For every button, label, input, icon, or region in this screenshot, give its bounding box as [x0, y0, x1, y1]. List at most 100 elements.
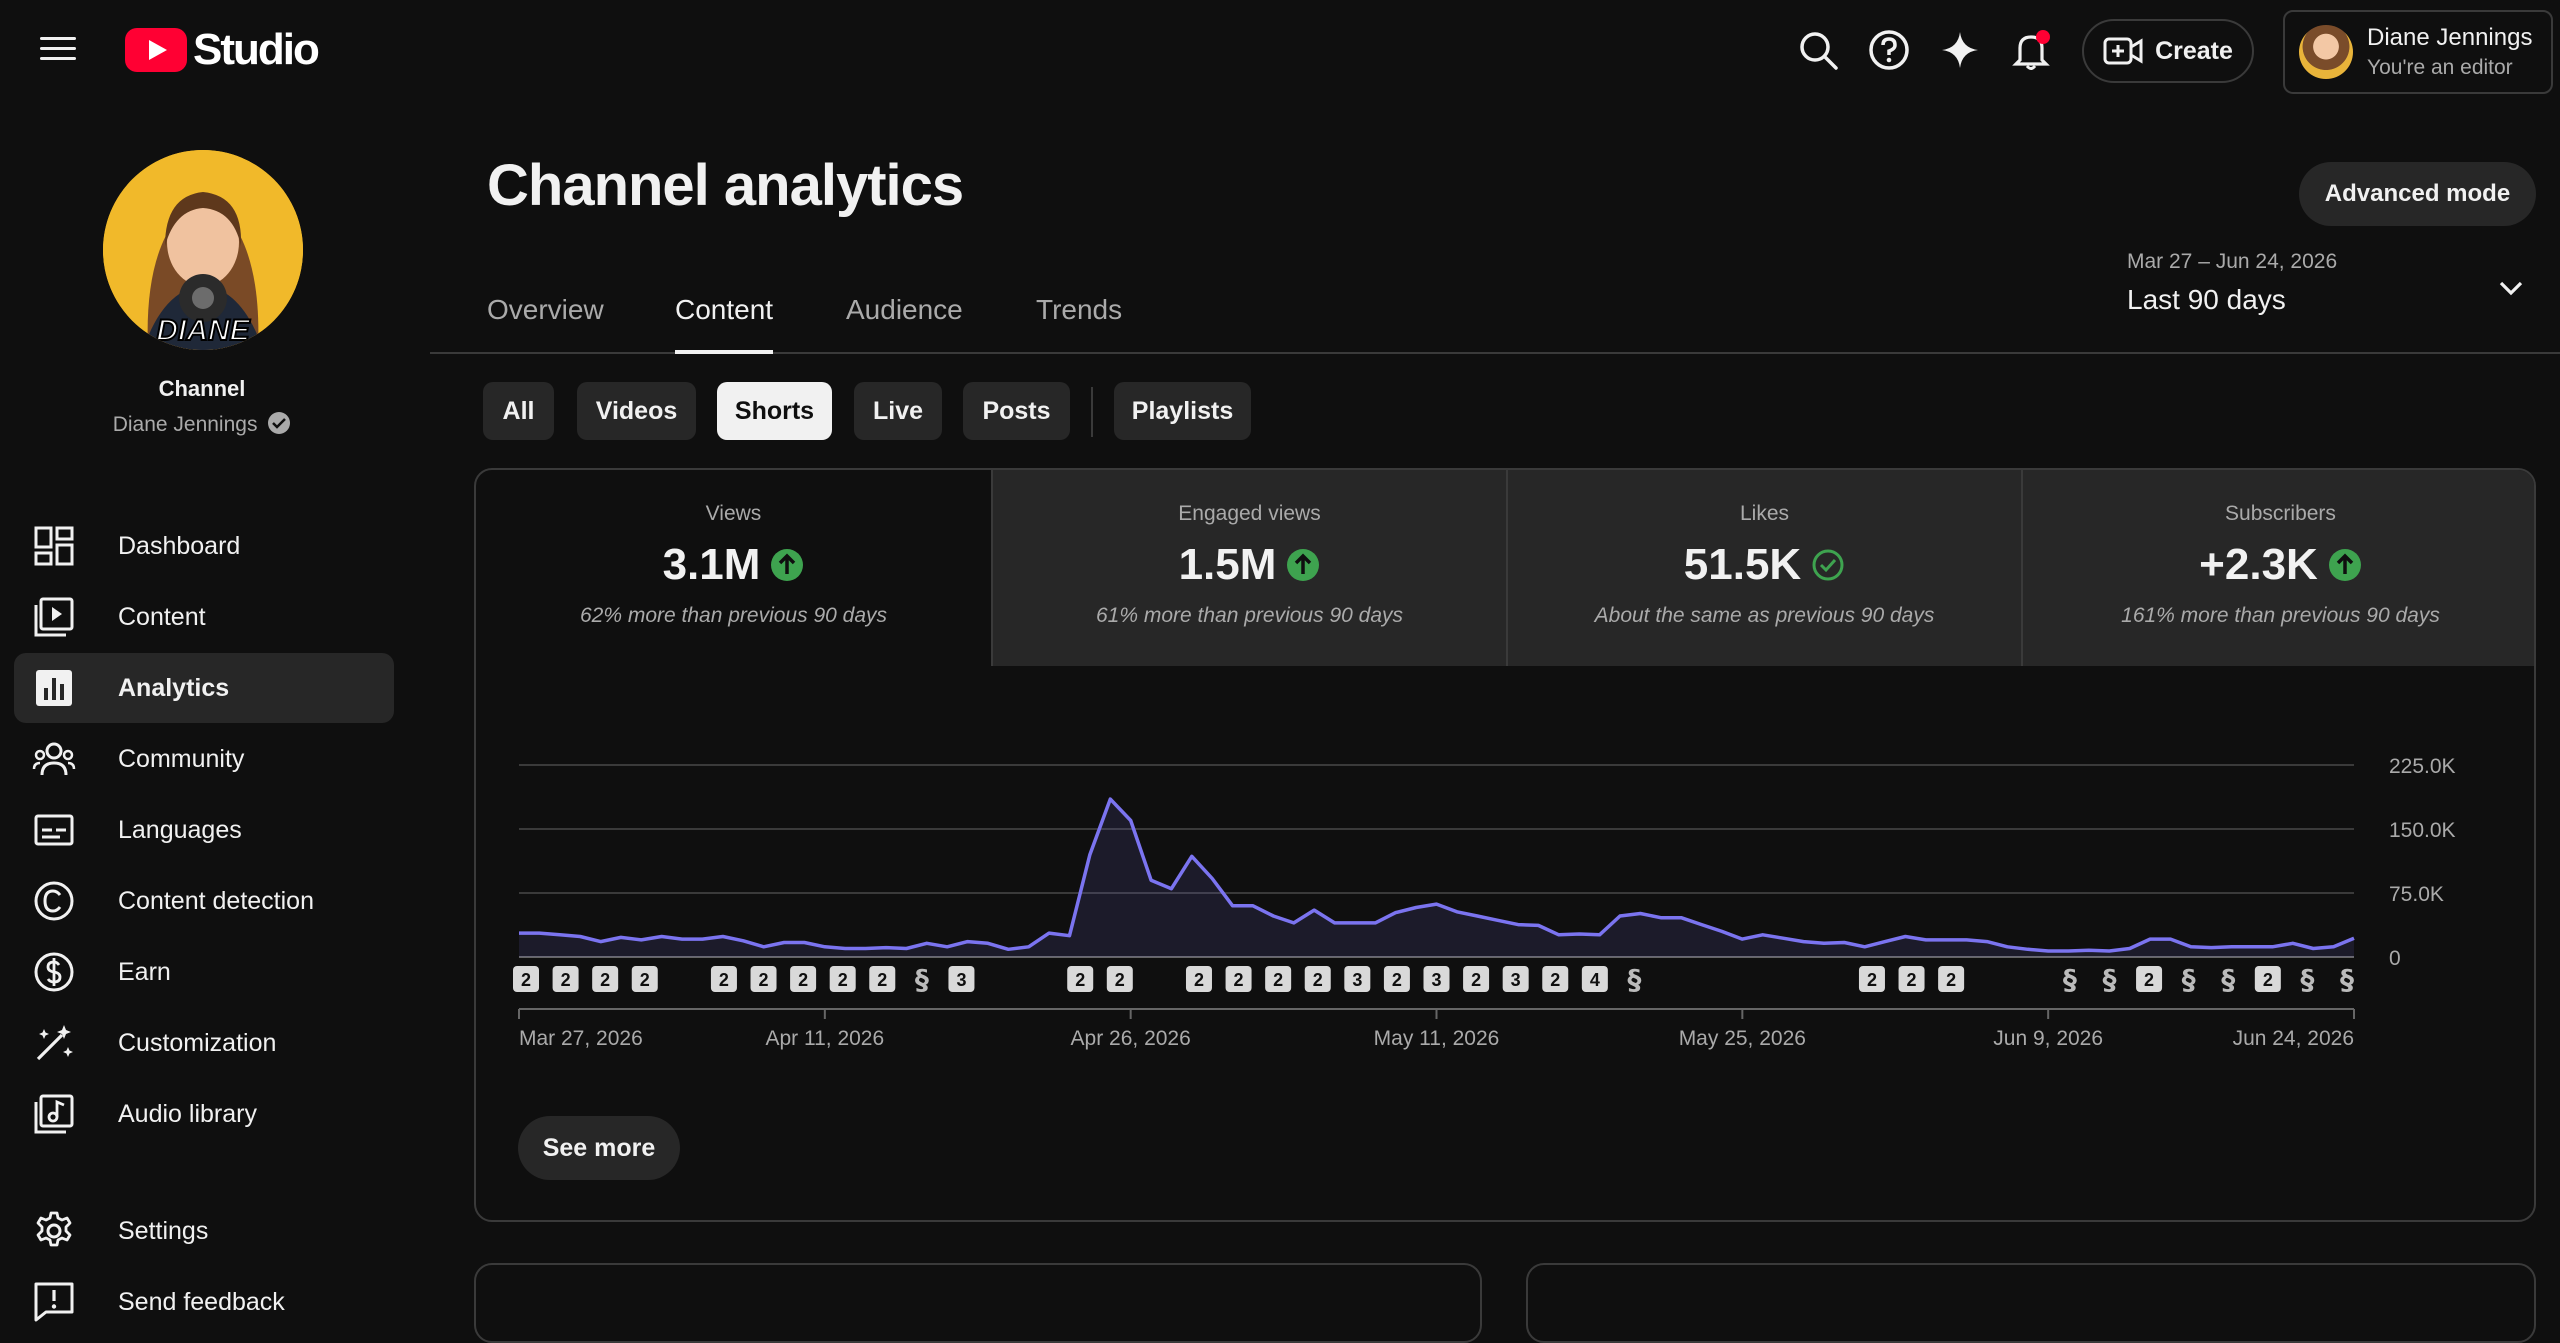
y-tick-label: 150.0K	[2389, 819, 2456, 842]
views-series-line	[519, 797, 2355, 953]
upload-marker-count: 2	[1234, 970, 1244, 990]
sidebar-item-settings[interactable]: Settings	[14, 1196, 394, 1266]
chip-playlists[interactable]: Playlists	[1114, 382, 1251, 440]
upload-marker-count: 2	[561, 970, 571, 990]
metric-value: 3.1M	[662, 540, 761, 589]
sidebar-item-audio-library[interactable]: Audio library	[14, 1079, 394, 1149]
sidebar-item-customization[interactable]: Customization	[14, 1008, 394, 1078]
create-button[interactable]: Create	[2082, 19, 2254, 83]
upload-marker	[829, 966, 856, 992]
audio-library-icon	[34, 1094, 74, 1134]
verified-icon	[268, 412, 291, 434]
notifications-icon[interactable]	[2009, 28, 2053, 72]
upload-marker	[869, 966, 896, 992]
upload-marker	[1938, 966, 1965, 992]
chip-videos[interactable]: Videos	[577, 382, 696, 440]
metric-subscribers[interactable]: Subscribers +2.3K 161% more than previou…	[2021, 470, 2534, 666]
upload-marker	[1463, 966, 1490, 992]
metric-title: Likes	[1739, 502, 1790, 525]
x-tick-label: Jun 9, 2026	[1993, 1027, 2103, 1050]
tab-content[interactable]: Content	[675, 294, 774, 354]
channel-avatar[interactable]: DIANE	[103, 150, 303, 350]
upload-marker-count: 2	[1907, 970, 1917, 990]
tab-trends[interactable]: Trends	[1036, 294, 1123, 325]
sidebar-item-content[interactable]: Content	[14, 582, 394, 652]
sidebar-footer-label: Settings	[118, 1216, 209, 1245]
sparkle-icon[interactable]	[1938, 28, 1982, 72]
content-icon	[34, 597, 74, 637]
feedback-icon	[34, 1282, 74, 1322]
views-line-chart: 225.0K 150.0K 75.0K 0 2 2 2 2 2 2 2 2 2 § 3 2 2 2 2 2 2 3 2 3 2 3…	[513, 755, 2456, 1050]
metric-engaged-views[interactable]: Engaged views 1.5M 61% more than previou…	[991, 470, 1506, 666]
studio-logo[interactable]: Studio	[125, 25, 320, 75]
metric-views[interactable]: Views 3.1M 62% more than previous 90 day…	[476, 470, 991, 666]
top-bar: Studio Create Diane Jennings You're an e…	[0, 0, 2560, 100]
chevron-down-icon	[2499, 281, 2523, 296]
metric-likes[interactable]: Likes 51.5K About the same as previous 9…	[1506, 470, 2021, 666]
metric-value: 1.5M	[1178, 540, 1277, 589]
arrow-up-icon	[771, 549, 804, 581]
sidebar-item-earn[interactable]: Earn	[14, 937, 394, 1007]
advanced-mode-button[interactable]: Advanced mode	[2299, 162, 2536, 226]
x-tick-label: May 11, 2026	[1374, 1027, 1500, 1050]
upload-marker	[1344, 966, 1371, 992]
sidebar-item-analytics[interactable]: Analytics	[14, 653, 394, 723]
see-more-button[interactable]: See more	[518, 1116, 680, 1180]
languages-icon	[34, 814, 74, 846]
upload-marker-count: 2	[838, 970, 848, 990]
help-icon[interactable]	[1867, 28, 1911, 72]
metric-title: Engaged views	[1178, 502, 1321, 525]
sidebar-item-content-detection[interactable]: Content detection	[14, 866, 394, 936]
content-detection-icon	[34, 881, 74, 921]
chip-shorts[interactable]: Shorts	[717, 382, 832, 440]
upload-marker	[1542, 966, 1569, 992]
upload-marker	[2136, 966, 2163, 992]
sidebar-item-label: Community	[118, 744, 245, 773]
date-range-dropdown[interactable]: Mar 27 – Jun 24, 2026 Last 90 days	[2127, 250, 2527, 330]
upload-marker	[1067, 966, 1094, 992]
sidebar-item-send-feedback[interactable]: Send feedback	[14, 1267, 394, 1337]
shorts-marker-icon: §	[2102, 963, 2116, 996]
upload-marker	[2254, 966, 2281, 992]
account-switcher[interactable]: Diane Jennings You're an editor	[2283, 10, 2553, 94]
upload-marker	[1858, 966, 1885, 992]
tab-audience[interactable]: Audience	[846, 294, 963, 325]
account-avatar	[2299, 25, 2353, 79]
create-video-icon	[2103, 37, 2143, 65]
x-tick-label: Jun 24, 2026	[2233, 1027, 2354, 1050]
sidebar-item-dashboard[interactable]: Dashboard	[14, 511, 394, 581]
settings-icon	[36, 1211, 72, 1247]
bottom-card-left	[474, 1263, 1482, 1343]
sidebar-item-label: Customization	[118, 1028, 277, 1057]
sidebar-item-label: Content	[118, 602, 206, 631]
sidebar-item-label: Analytics	[118, 673, 230, 702]
upload-marker-count: 2	[719, 970, 729, 990]
sidebar-item-label: Languages	[118, 815, 242, 844]
upload-marker	[1185, 966, 1212, 992]
account-name: Diane Jennings	[2367, 24, 2533, 51]
y-tick-label: 225.0K	[2389, 755, 2456, 778]
chip-live[interactable]: Live	[854, 382, 942, 440]
sidebar-item-label: Earn	[118, 957, 171, 986]
tab-overview[interactable]: Overview	[487, 294, 604, 325]
sidebar-item-languages[interactable]: Languages	[14, 795, 394, 865]
sidebar-item-label: Audio library	[118, 1099, 257, 1128]
upload-marker-count: 2	[1550, 970, 1560, 990]
menu-icon[interactable]	[34, 30, 82, 70]
sidebar-item-community[interactable]: Community	[14, 724, 394, 794]
metric-subtitle: 161% more than previous 90 days	[2121, 604, 2440, 627]
upload-marker	[631, 966, 658, 992]
upload-marker-count: 2	[640, 970, 650, 990]
upload-marker-count: 2	[798, 970, 808, 990]
chip-all[interactable]: All	[483, 382, 554, 440]
metric-subtitle: 62% more than previous 90 days	[579, 604, 887, 627]
x-tick-label: Apr 11, 2026	[765, 1027, 884, 1050]
create-label: Create	[2155, 36, 2233, 65]
upload-marker-count: 2	[1313, 970, 1323, 990]
upload-marker-count: 2	[2144, 970, 2154, 990]
chip-posts[interactable]: Posts	[963, 382, 1070, 440]
search-icon[interactable]	[1796, 28, 1840, 72]
upload-marker	[1106, 966, 1133, 992]
upload-marker-count: 2	[1471, 970, 1481, 990]
bottom-card-right	[1526, 1263, 2536, 1343]
